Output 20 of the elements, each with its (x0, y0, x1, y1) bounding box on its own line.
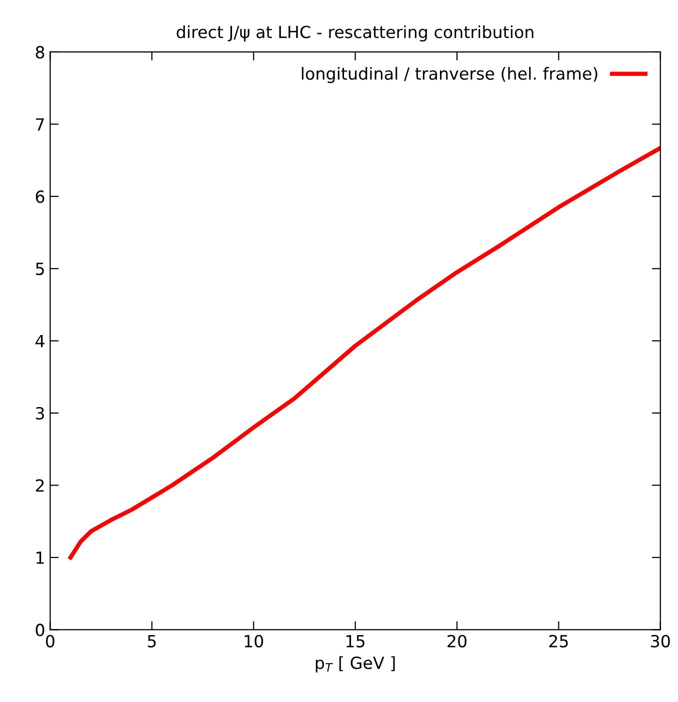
y-tick-label: 3 (36, 407, 44, 420)
x-tick-label: 0 (46, 634, 54, 648)
x-tick-label: 25 (549, 634, 568, 648)
y-tick-label: 5 (36, 262, 44, 276)
y-tick-label: 4 (36, 335, 44, 348)
y-tick-label: 2 (36, 479, 44, 492)
chart-title: direct J/ψ at LHC - rescattering contribution (176, 25, 534, 42)
y-tick-label: 7 (36, 118, 44, 130)
x-axis-title: p$_{T}$ [ GeV ] (316, 656, 395, 672)
y-tick-label: 1 (36, 552, 44, 564)
x-tick-label: 15 (346, 635, 364, 648)
y-tick-label: 6 (36, 190, 44, 203)
line-series (68, 146, 660, 560)
y-tick-label: 8 (36, 46, 44, 59)
legend-label: longitudinal / tranverse (hel. frame) (302, 66, 598, 84)
x-tick-label: 10 (244, 634, 264, 648)
x-tick-label: 20 (448, 634, 466, 648)
y-tick-label: 0 (36, 624, 44, 636)
x-tick-label: 5 (148, 635, 156, 648)
x-tick-label: 30 (651, 634, 670, 648)
